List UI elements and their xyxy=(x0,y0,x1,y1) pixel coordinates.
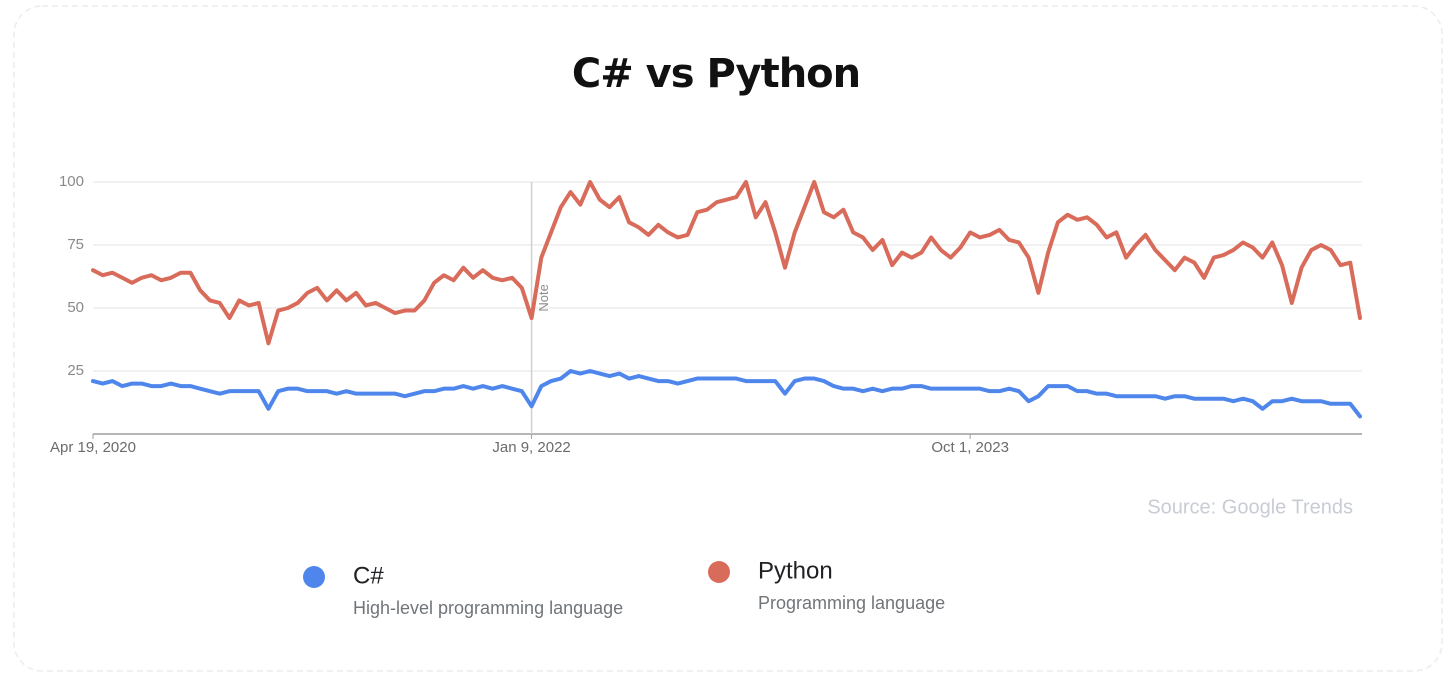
y-tick-label: 25 xyxy=(67,362,84,379)
y-tick-label: 100 xyxy=(59,173,84,190)
legend-label: Python xyxy=(758,557,833,584)
legend-label: C# xyxy=(353,562,384,589)
x-tick-label: Apr 19, 2020 xyxy=(50,439,136,456)
x-tick-label: Jan 9, 2022 xyxy=(492,439,570,456)
legend-description: Programming language xyxy=(758,593,945,613)
x-tick-label: Oct 1, 2023 xyxy=(931,439,1009,456)
annotation-label: Note xyxy=(536,284,551,311)
source: Source: Google Trends xyxy=(1147,496,1353,518)
y-tick-label: 50 xyxy=(67,299,84,316)
legend-description: High-level programming language xyxy=(353,598,623,618)
legend-marker xyxy=(303,566,325,588)
y-tick-label: 75 xyxy=(67,236,84,253)
legend-marker xyxy=(708,561,730,583)
card xyxy=(13,5,1443,672)
chart-title: C# vs Python xyxy=(572,51,860,97)
series-line xyxy=(91,369,1362,419)
series-line xyxy=(91,180,1362,346)
